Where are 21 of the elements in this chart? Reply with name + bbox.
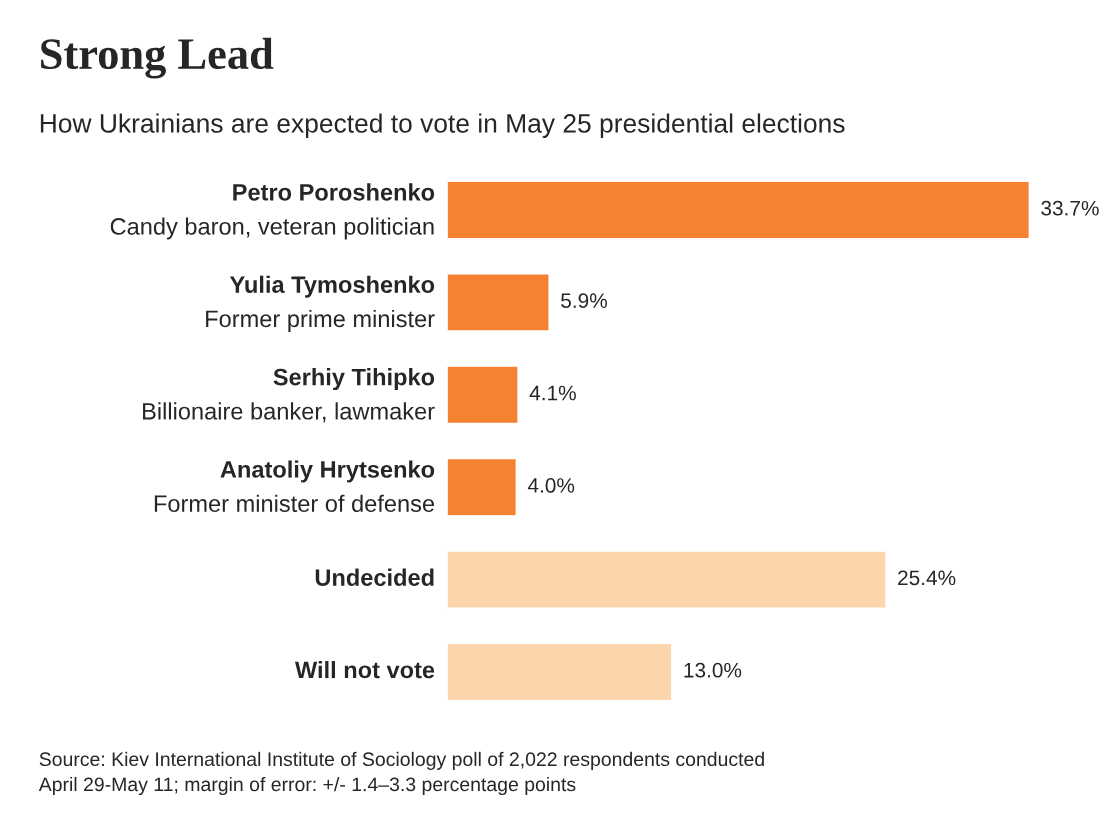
data-label: 4.0%	[527, 478, 575, 493]
data-label: 5.9%	[561, 293, 607, 308]
chart-title: Strong Lead	[41, 37, 274, 79]
y-tick-label: Anatoliy Hrytsenko Former minister of defense	[154, 460, 435, 513]
y-tick-label: Petro Poroshenko Candy baron, veteran politician	[110, 183, 435, 240]
data-label: 33.7%	[1041, 200, 1099, 216]
y-tick-label: Yulia Tymoshenko Former prime minister	[206, 275, 435, 332]
y-tick-label: Undecided	[315, 568, 434, 586]
data-label: 13.0%	[684, 662, 742, 678]
data-label: 25.4%	[898, 570, 956, 586]
y-tick-label: Serhiy Tihipko Billionaire banker, lawmaker	[143, 368, 435, 423]
bar	[447, 457, 518, 517]
bar	[447, 550, 887, 609]
data-label: 4.1%	[529, 385, 576, 401]
y-tick-label: Will not vote	[294, 660, 435, 679]
source-note: Source: Kiev International Institute of Sociology poll of 2,022 respondents conducted April 29-May 11; margin of error: +/- 1.4–3.3 percentage points	[38, 751, 764, 796]
bar	[447, 273, 550, 332]
bar	[447, 180, 1031, 240]
bar	[447, 365, 519, 425]
bar	[447, 642, 673, 702]
chart-subtitle: How Ukrainians are expected to vote in May 25 presidential elections	[40, 113, 845, 138]
